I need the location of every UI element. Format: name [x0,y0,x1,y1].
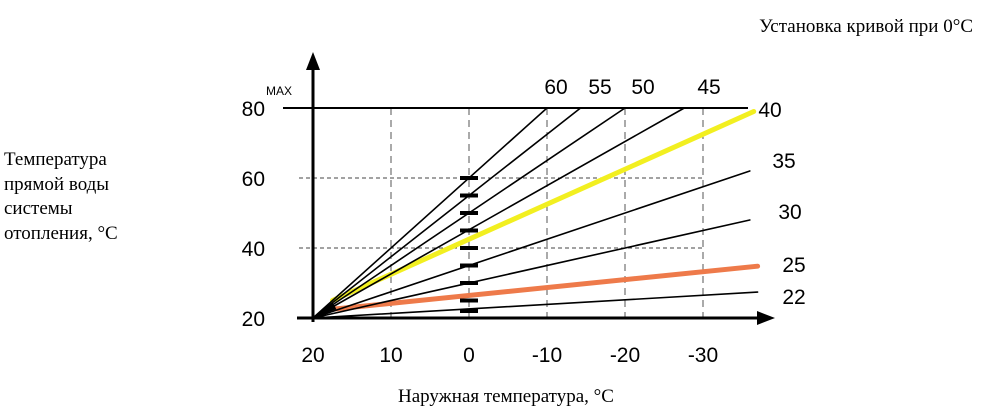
curve-line-25 [330,263,761,312]
y-tick-label: 40 [242,238,265,261]
curve-label-55: 55 [588,76,611,99]
curve-line-35 [312,170,751,319]
curve-label-30: 30 [778,201,801,224]
origin-point [313,302,337,318]
y-axis-label-line: системы [4,198,73,219]
curve-label-22: 22 [782,286,805,309]
x-tick-label: 20 [301,344,324,367]
curve-line-40 [330,109,757,303]
curve-label-45: 45 [697,76,720,99]
x-tick-label: -20 [610,344,640,367]
curve-line-60 [312,107,548,319]
y-axis-label-line: прямой воды [4,173,110,195]
y-axis-label-line: отопления, °C [4,222,118,244]
y-tick-label: 60 [242,168,265,191]
max-label: MAX [266,84,292,98]
x-tick-label: -30 [688,344,718,367]
y-axis-arrow [306,52,320,70]
curve-label-50: 50 [631,76,654,99]
curve-label-60: 60 [544,76,567,99]
curve-label-40: 40 [758,99,781,122]
curve-label-35: 35 [772,150,795,173]
x-axis-arrow [757,311,775,325]
x-tick-label: -10 [532,344,562,367]
chart-subtitle: Установка кривой при 0°C [759,16,973,37]
curve-line-30 [312,219,751,319]
y-tick-label: 20 [242,308,265,331]
curve-line-22 [312,291,759,319]
x-tick-label: 10 [379,344,402,367]
y-axis-label-line: Температура [4,149,107,170]
y-tick-label: 80 [242,98,265,121]
x-tick-label: 0 [463,344,475,367]
curve-line-45 [312,107,686,319]
x-axis-label: Наружная температура, °C [398,386,614,407]
curve-line-55 [312,107,582,319]
y-axis-label: Температура прямой воды системы отоплени… [4,148,179,246]
curve-label-25: 25 [782,254,805,277]
